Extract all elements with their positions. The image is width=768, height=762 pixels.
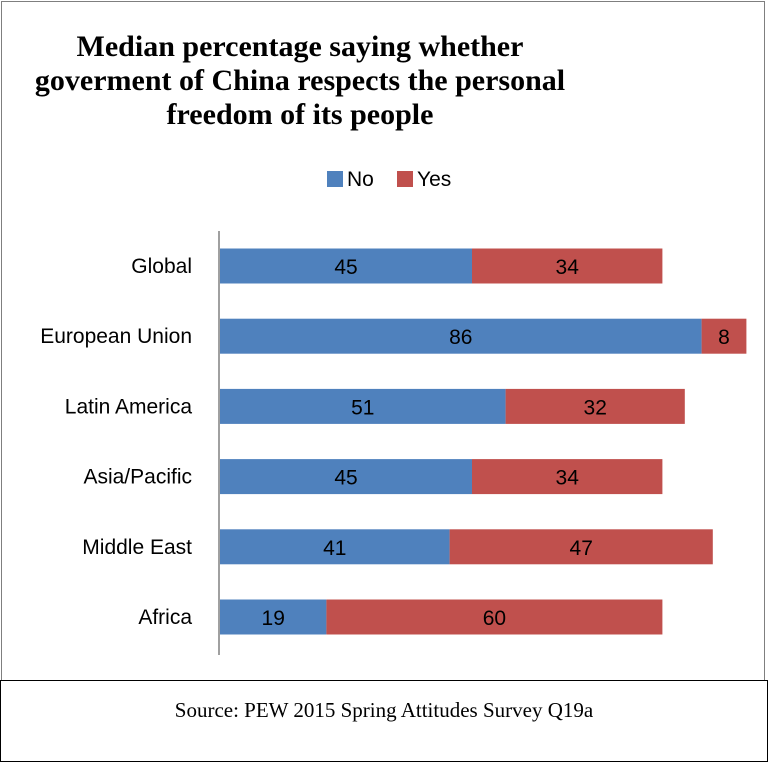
chart-title-line-2: goverment of China respects the personal xyxy=(34,64,566,97)
category-label-global: Global xyxy=(131,255,192,278)
data-label-no-asia-pacific: 45 xyxy=(334,467,357,490)
legend-label-no: No xyxy=(347,168,374,191)
data-label-yes-middle-east: 47 xyxy=(570,537,593,560)
chart-title: Median percentage saying whether goverme… xyxy=(20,30,580,132)
data-label-yes-european-union: 8 xyxy=(718,326,730,349)
bar-yes-global xyxy=(472,248,663,284)
data-label-yes-africa: 60 xyxy=(483,607,506,630)
bar-yes-european-union xyxy=(701,318,747,354)
chart-title-line-1: Median percentage saying whether xyxy=(76,30,524,63)
legend-swatch-yes xyxy=(397,171,413,187)
category-label-middle-east: Middle East xyxy=(82,536,192,559)
source-box xyxy=(0,680,768,762)
bar-yes-middle-east xyxy=(449,529,713,565)
bar-yes-latin-america xyxy=(505,388,685,424)
data-label-no-latin-america: 51 xyxy=(351,396,374,419)
stacked-bar-chart: No Yes Global 45 34 European Union 86 8 Latin Am… xyxy=(40,168,747,655)
category-label-africa: Africa xyxy=(138,606,192,629)
source-note: Source: PEW 2015 Spring Attitudes Survey… xyxy=(174,698,594,722)
data-label-no-middle-east: 41 xyxy=(323,537,346,560)
bar-no-middle-east xyxy=(220,529,450,565)
data-label-no-africa: 19 xyxy=(262,607,285,630)
data-label-yes-latin-america: 32 xyxy=(584,396,607,419)
data-label-no-european-union: 86 xyxy=(449,326,472,349)
legend-swatch-no xyxy=(327,171,343,187)
bar-no-africa xyxy=(220,599,327,635)
chart-title-line-3: freedom of its people xyxy=(166,98,434,131)
legend-label-yes: Yes xyxy=(417,168,451,191)
bar-no-european-union xyxy=(220,318,702,354)
data-label-yes-asia-pacific: 34 xyxy=(556,467,580,490)
data-label-yes-global: 34 xyxy=(556,256,580,279)
bar-no-latin-america xyxy=(220,388,506,424)
category-label-european-union: European Union xyxy=(40,325,192,348)
data-label-no-global: 45 xyxy=(334,256,357,279)
bar-no-asia-pacific xyxy=(220,459,472,495)
bar-yes-asia-pacific xyxy=(472,459,663,495)
category-label-asia-pacific: Asia/Pacific xyxy=(83,466,192,489)
bar-yes-africa xyxy=(326,599,663,635)
bar-no-global xyxy=(220,248,472,284)
category-label-latin-america: Latin America xyxy=(65,395,193,418)
